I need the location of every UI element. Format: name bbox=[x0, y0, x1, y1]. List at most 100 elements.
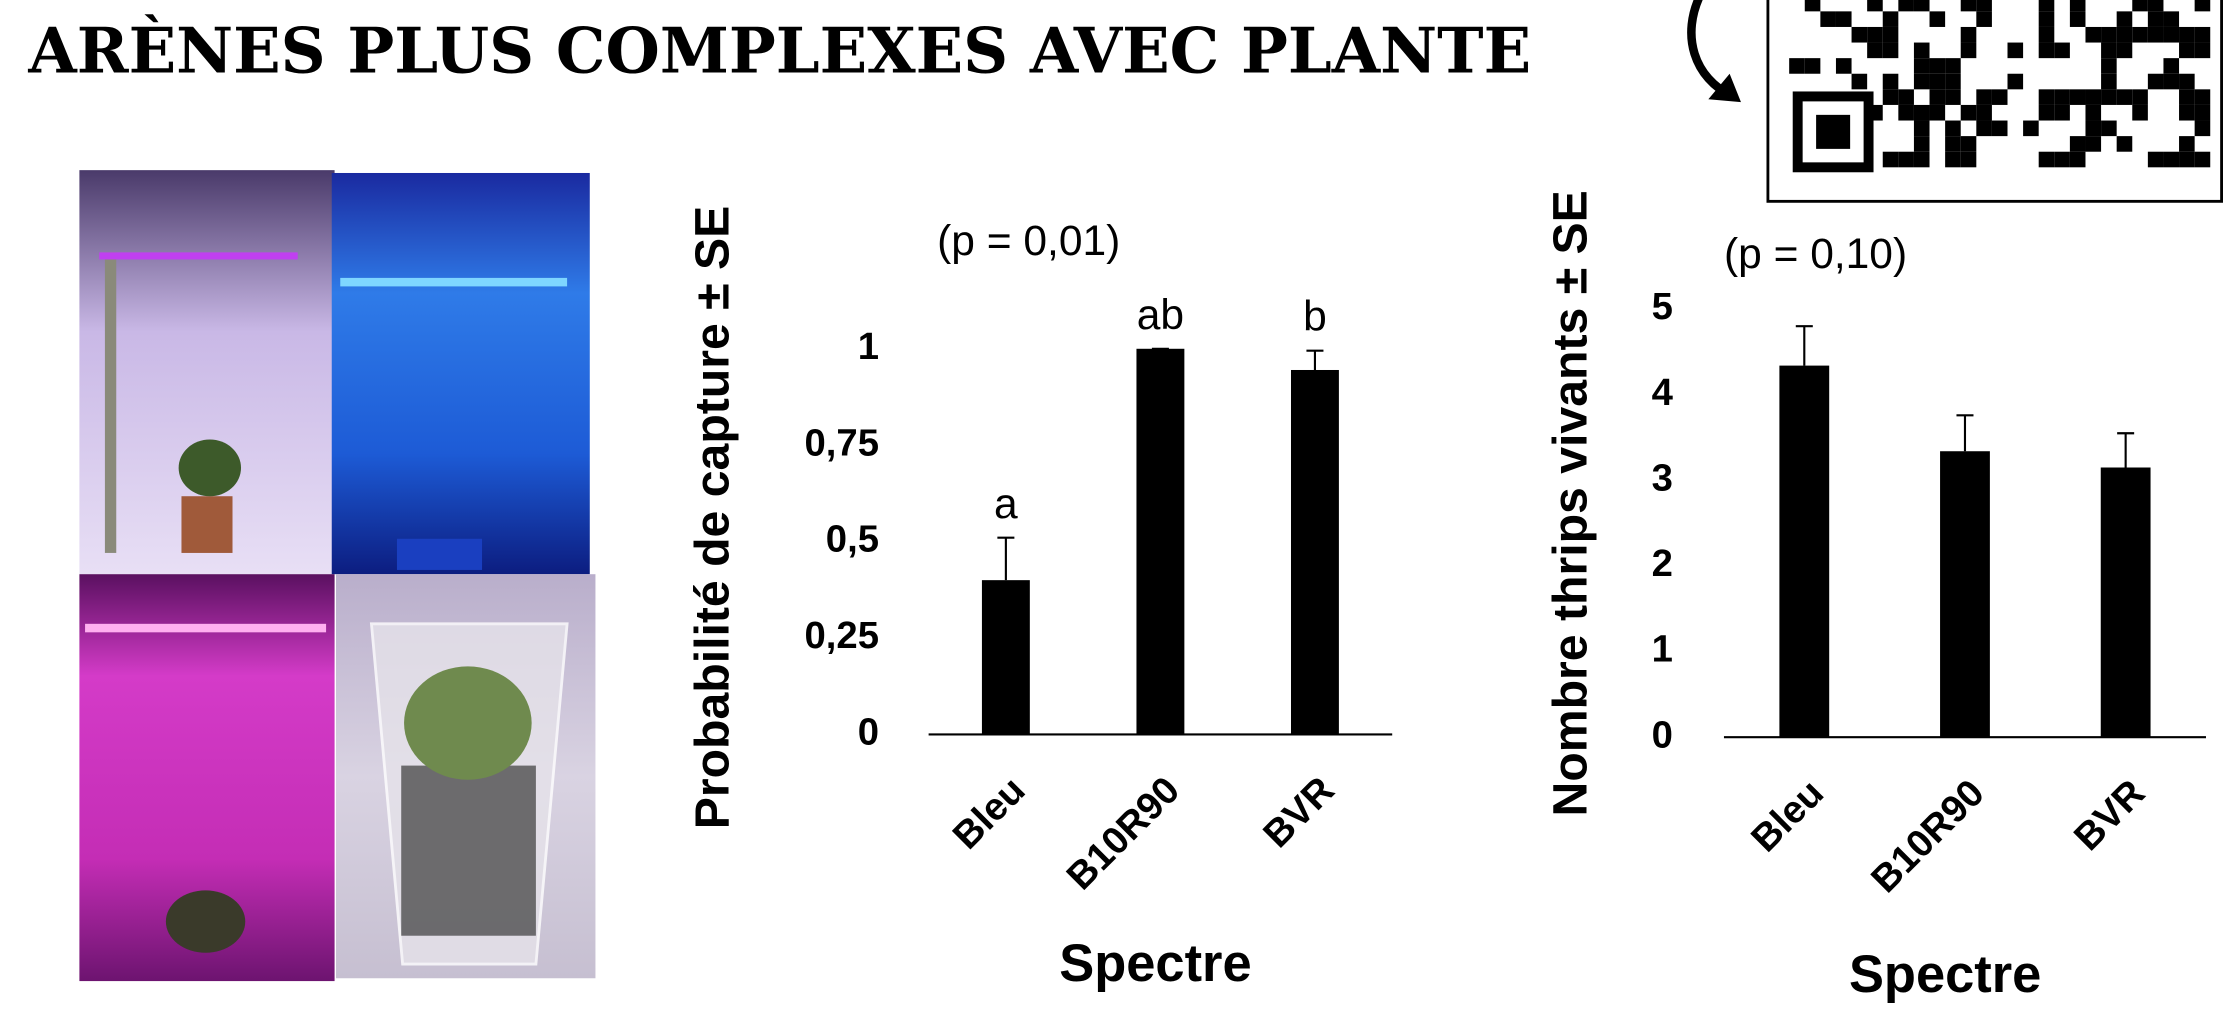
qr-module bbox=[1945, 89, 1961, 105]
qr-module bbox=[2195, 43, 2211, 59]
qr-module bbox=[2085, 121, 2101, 137]
qr-module bbox=[2054, 89, 2070, 105]
y-tick-label: 0,25 bbox=[805, 614, 879, 657]
bar bbox=[1779, 366, 1829, 738]
qr-module bbox=[2101, 74, 2117, 90]
significance-letter: a bbox=[994, 480, 1018, 528]
qr-module bbox=[2039, 11, 2055, 27]
qr-module bbox=[1852, 27, 1868, 43]
y-tick-label: 1 bbox=[858, 325, 879, 368]
qr-module bbox=[2148, 27, 2164, 43]
qr-module bbox=[2085, 27, 2101, 43]
x-tick-label: Bleu bbox=[945, 769, 1034, 858]
qr-module bbox=[1836, 58, 1852, 74]
photo-blue bbox=[332, 173, 590, 574]
qr-module bbox=[2195, 89, 2211, 105]
qr-module bbox=[2039, 27, 2055, 43]
error-bar bbox=[997, 538, 1014, 580]
qr-module bbox=[1945, 74, 1961, 90]
x-axis-title: Spectre bbox=[1059, 935, 1251, 993]
qr-module bbox=[1914, 0, 1930, 11]
error-bar bbox=[1796, 326, 1813, 365]
qr-module bbox=[2008, 43, 2024, 59]
qr-module bbox=[1914, 152, 1930, 168]
qr-module bbox=[1945, 58, 1961, 74]
qr-module bbox=[2195, 105, 2211, 121]
qr-module bbox=[1976, 0, 1992, 11]
y-tick-label: 0 bbox=[858, 711, 879, 754]
y-tick-label: 0 bbox=[1652, 713, 1673, 756]
qr-module bbox=[2179, 89, 2195, 105]
qr-module bbox=[2117, 11, 2133, 27]
qr-module bbox=[2101, 121, 2117, 137]
y-tick-label: 0,75 bbox=[805, 421, 879, 464]
qr-module bbox=[2039, 89, 2055, 105]
qr-finder bbox=[1816, 115, 1850, 149]
qr-module bbox=[1914, 136, 1930, 152]
annotation: (p = 0,10) bbox=[1724, 230, 1907, 278]
qr-module bbox=[2132, 89, 2148, 105]
significance-letter: b bbox=[1303, 293, 1327, 341]
qr-module bbox=[2163, 152, 2179, 168]
qr-module bbox=[1883, 89, 1899, 105]
qr-module bbox=[1914, 105, 1930, 121]
qr-module bbox=[1883, 27, 1899, 43]
qr-module bbox=[1961, 0, 1977, 11]
photo-detail bbox=[105, 252, 116, 553]
y-tick-label: 0,5 bbox=[826, 518, 879, 561]
qr-module bbox=[2179, 43, 2195, 59]
qr-module bbox=[1836, 11, 1852, 27]
photo-detail bbox=[401, 766, 536, 936]
photo-detail bbox=[179, 440, 241, 497]
qr-module bbox=[1930, 58, 1946, 74]
qr-module bbox=[1961, 105, 1977, 121]
qr-module bbox=[1898, 89, 1914, 105]
qr-module bbox=[2163, 58, 2179, 74]
qr-module bbox=[2117, 27, 2133, 43]
qr-module bbox=[1805, 58, 1821, 74]
photo-detail bbox=[99, 252, 297, 259]
y-tick-label: 2 bbox=[1652, 542, 1673, 585]
qr-module bbox=[2132, 0, 2148, 11]
qr-module bbox=[2023, 121, 2039, 137]
qr-module bbox=[2039, 43, 2055, 59]
qr-module bbox=[1992, 89, 2008, 105]
qr-module bbox=[1961, 43, 1977, 59]
annotation: (p = 0,01) bbox=[937, 217, 1120, 265]
qr-module bbox=[1789, 58, 1805, 74]
qr-module bbox=[2148, 74, 2164, 90]
bar bbox=[1291, 370, 1339, 734]
photo-detail bbox=[166, 890, 245, 952]
bar bbox=[982, 580, 1030, 734]
qr-module bbox=[1930, 74, 1946, 90]
y-tick-label: 3 bbox=[1652, 456, 1673, 499]
qr-module bbox=[2070, 89, 2086, 105]
qr-module bbox=[2070, 0, 2086, 11]
qr-module bbox=[1883, 11, 1899, 27]
qr-module bbox=[2195, 27, 2211, 43]
qr-module bbox=[2070, 152, 2086, 168]
qr-module bbox=[2179, 74, 2195, 90]
qr-module bbox=[1961, 152, 1977, 168]
error-bar bbox=[2117, 433, 2134, 467]
qr-code bbox=[1691, 0, 2221, 201]
qr-module bbox=[2101, 89, 2117, 105]
x-tick-label: BVR bbox=[2066, 771, 2154, 859]
qr-module bbox=[1992, 121, 2008, 137]
qr-module bbox=[1914, 121, 1930, 137]
qr-module bbox=[2054, 43, 2070, 59]
qr-module bbox=[2132, 105, 2148, 121]
y-tick-label: 5 bbox=[1652, 285, 1673, 328]
qr-module bbox=[2117, 43, 2133, 59]
qr-module bbox=[1961, 27, 1977, 43]
qr-module bbox=[2179, 152, 2195, 168]
error-bar bbox=[1306, 351, 1323, 370]
qr-module bbox=[1976, 105, 1992, 121]
qr-module bbox=[2101, 27, 2117, 43]
poster: ARÈNES PLUS COMPLEXES AVEC PLANTE 00,250… bbox=[0, 0, 2223, 1014]
bar bbox=[2101, 468, 2151, 738]
qr-module bbox=[1883, 43, 1899, 59]
qr-module bbox=[1898, 152, 1914, 168]
qr-module bbox=[1867, 27, 1883, 43]
qr-module bbox=[1976, 11, 1992, 27]
